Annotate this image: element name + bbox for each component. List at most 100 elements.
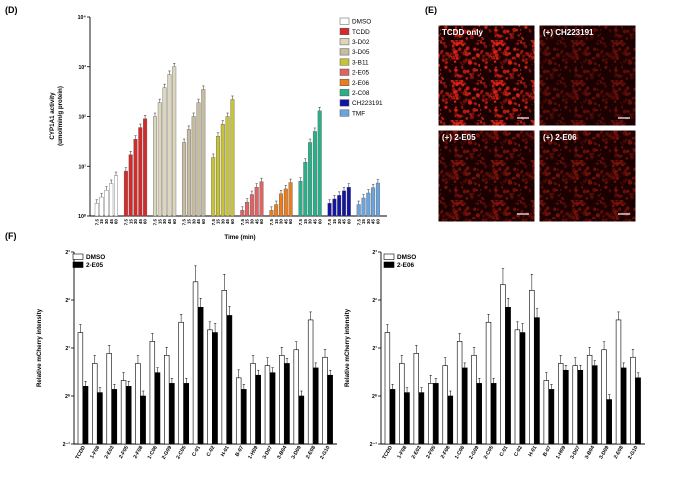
bar-DMSO-B-07 [543,380,549,445]
bar-DMSO-2-F05 [428,383,434,445]
x-tick-label-time: 30 [366,219,371,225]
bar-DMSO-2-C05 [485,321,492,445]
bar-DMSO-30 [104,190,109,217]
bar-2-E06-H-01 [534,317,540,445]
x-tick-label-time: 7.5 [356,219,361,226]
bar-CH223191-15 [332,198,337,217]
bar-CH223191-45 [342,190,346,217]
bar-2-E05-60 [259,181,264,217]
bar-2-E06-3-D07 [577,369,584,445]
bar-2-E06-2-F05 [433,383,439,445]
x-tick-label-time: 7.5 [269,219,274,226]
y-tick-label: 2⁰ [372,394,377,400]
bar-DMSO-C-01 [500,284,506,445]
bar-2-C08-45 [312,131,317,217]
x-tick-label-compound: 3-D07 [569,445,581,460]
bar-DMSO-2-E03 [106,353,112,445]
bar-DMSO-1-C06 [456,341,463,445]
bar-3-D05-7.5 [182,142,187,217]
y-tick-label: 2⁻¹ [370,442,378,448]
x-tick-label-time: 60 [346,219,351,225]
x-tick-label-time: 60 [376,219,381,225]
bar-2-E05-45 [254,186,259,217]
bar-DMSO-3-B04 [586,354,593,445]
micrograph-frame [538,24,637,127]
x-tick-label-compound: 2-F08 [440,445,452,460]
x-tick-label-compound: 2-E03 [411,445,423,460]
x-tick-label-compound: 3-B04 [584,445,596,460]
bar-2-E06-45 [283,188,288,217]
x-tick-label-time: 45 [138,219,143,225]
bar-3-D05-60 [201,89,206,217]
bar-TCDD-60 [143,118,148,217]
bar-DMSO-C-02 [514,329,521,445]
bar-2-E06-15 [274,204,279,217]
x-tick-label-time: 7.5 [94,219,99,226]
legend-label-2-E05: 2-E05 [86,262,103,269]
bar-2-E05-TCDD [82,386,89,445]
x-tick-label-time: 7.5 [182,219,187,226]
legend-label-TCDD: TCDD [352,29,370,36]
x-tick-label-compound: H-01 [220,445,231,458]
micrograph-frame [538,129,637,223]
x-tick-label-time: 30 [337,219,342,225]
bar-CH223191-7.5 [327,203,332,217]
bar-DMSO-2-F08 [442,365,448,445]
x-tick-label-time: 7.5 [153,219,158,226]
bar-3-B11-45 [225,116,230,217]
bar-2-E05-2-G10 [327,374,333,445]
bar-TMF-7.5 [356,204,361,217]
bar-2-E05-3-B04 [284,363,290,445]
x-tick-label-time: 15 [216,219,221,225]
panel-label-f: (F) [5,231,17,241]
x-tick-label-time: 7.5 [240,219,245,226]
bar-2-E06-C-01 [505,306,511,445]
legend-label-3-D05: 3-D05 [352,49,370,56]
legend-swatch-DMSO [72,253,84,260]
bar-DMSO-1-H09 [558,363,564,445]
x-tick-label-time: 15 [99,219,104,225]
x-tick-label-time: 45 [342,219,347,225]
bar-2-E05-2-F08 [140,395,146,445]
bar-2-C08-60 [317,110,322,217]
legend-swatch-DMSO [339,17,350,25]
bar-2-E06-TCDD [389,389,396,445]
bar-3-D05-15 [186,129,191,217]
x-tick-label-time: 60 [317,219,322,225]
x-tick-label-compound: H-01 [528,445,539,458]
x-tick-label-compound: 1-F08 [89,445,101,460]
micrograph-label: TCDD only [442,28,483,37]
y-tick-label: 10² [79,115,87,121]
x-tick-label-time: 60 [114,219,119,225]
bar-2-E06-2-E03 [418,392,425,445]
bar-2-C08-7.5 [298,181,303,217]
bar-2-E06-C-02 [519,332,526,445]
legend-label-3-B11: 3-B11 [352,59,369,66]
x-tick-label-compound: 2-G09 [468,445,480,461]
x-tick-label-time: 15 [361,219,366,225]
x-tick-label-time: 7.5 [124,219,129,226]
x-tick-label-compound: 1-F08 [396,445,408,460]
bar-3-D02-60 [172,66,177,217]
x-tick-label-time: 60 [259,219,264,225]
x-tick-label-compound: B-07 [234,445,245,458]
bar-TCDD-15 [128,154,133,217]
bar-DMSO-3-D07 [572,365,578,445]
x-tick-label-compound: TCDD [382,445,395,461]
x-tick-label-time: 45 [313,219,318,225]
bar-2-E06-60 [288,182,293,217]
bar-DMSO-1-H09 [250,363,256,445]
bar-DMSO-2-G09 [164,354,170,445]
micrograph-frame [437,129,536,223]
panel-label-e: (E) [425,5,437,15]
x-tick-label-time: 60 [143,219,148,225]
bar-3-D05-45 [196,102,201,217]
x-tick-label-time: 30 [220,219,225,225]
chart-f-left-mcherry: 2⁻¹ 2⁰ 2¹ 2² 2³ Relative mCherry intensity TCD… [36,250,337,460]
x-tick-label-compound: 2-G10 [319,445,331,461]
legend-label-DMSO: DMSO [86,254,105,261]
bar-2-E05-7.5 [240,210,245,217]
legend-swatch-3-B11 [339,58,350,66]
x-tick-label-time: 30 [104,219,109,225]
